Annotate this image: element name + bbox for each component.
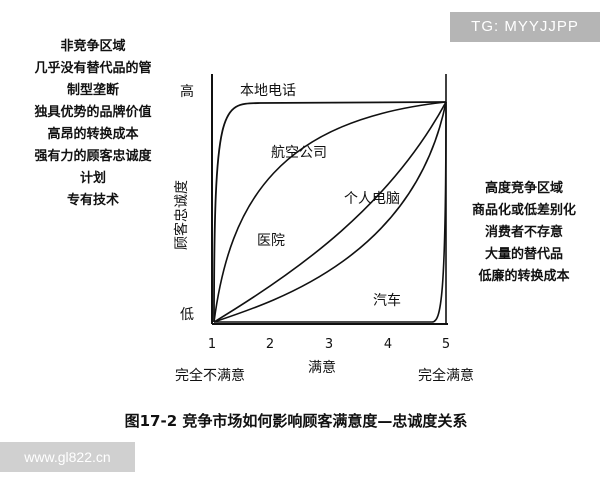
curve-hospital [213,101,447,323]
label-car: 汽车 [373,292,401,309]
y-axis-title: 顾客忠诚度 [173,180,190,250]
label-local-phone: 本地电话 [240,83,296,99]
y-low-label: 低 [180,307,194,323]
right-zone-line: 大量的替代品 [484,247,563,262]
x-tick: 1 [208,337,216,352]
figure-caption: 图17-2 竞争市场如何影响顾客满意度—忠诚度关系 [125,412,468,430]
left-zone-line: 高昂的转换成本 [47,127,139,142]
left-zone-line: 计划 [79,171,106,186]
label-airline: 航空公司 [271,145,327,161]
curve-airline [213,101,447,323]
left-zone-title: 非竞争区域 [60,39,126,54]
left-zone-line: 强有力的顾客忠诚度 [34,149,152,164]
label-pc: 个人电脑 [344,191,400,207]
x-axis-title: 满意 [308,359,336,376]
x-tick: 5 [442,337,450,352]
right-zone-line: 低廉的转换成本 [478,269,570,284]
left-zone-line: 独具优势的品牌价值 [34,105,152,120]
watermark-top: TG: MYYJJPP [450,12,600,42]
label-hospital: 医院 [257,233,285,249]
x-tick: 3 [325,337,333,352]
right-zone-title: 高度竞争区域 [484,181,563,196]
x-tick: 4 [384,337,392,352]
left-zone-line: 专有技术 [66,193,119,208]
left-zone-line: 几乎没有替代品的管 [34,61,152,76]
x-tick: 2 [266,337,274,352]
right-zone-line: 消费者不存意 [484,225,563,240]
curve-pc [213,101,447,323]
x-left-caption: 完全不满意 [175,367,245,384]
x-right-caption: 完全满意 [418,367,474,384]
y-high-label: 高 [180,83,194,100]
left-zone: 非竞争区域 几乎没有替代品的管 制型垄断 独具优势的品牌价值 高昂的转换成本 强… [2,36,184,212]
curve-local-phone [213,101,447,323]
left-zone-line: 制型垄断 [66,83,119,98]
watermark-bottom: www.gl822.cn [0,442,135,472]
right-zone-line: 商品化或低差别化 [471,203,576,218]
curve-car [214,101,447,323]
right-zone: 高度竞争区域 商品化或低差别化 消费者不存意 大量的替代品 低廉的转换成本 [448,178,600,288]
